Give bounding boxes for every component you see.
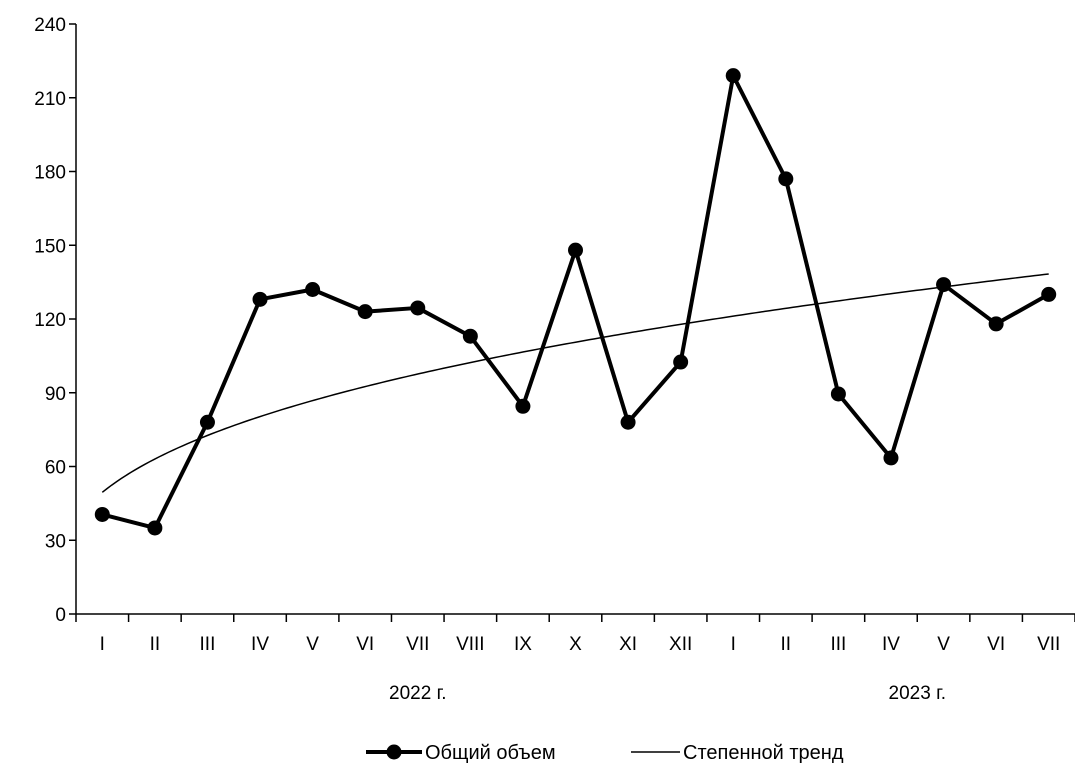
y-tick-label: 150 bbox=[34, 236, 66, 257]
data-point bbox=[936, 277, 952, 293]
x-tick-label: III bbox=[830, 634, 846, 655]
x-tick-label: II bbox=[781, 634, 792, 655]
y-tick-label: 120 bbox=[34, 310, 66, 331]
data-point bbox=[410, 300, 426, 316]
x-tick-label: XI bbox=[619, 634, 637, 655]
year-labels: 2022 г. 2023 г. bbox=[389, 683, 946, 704]
data-point bbox=[568, 242, 583, 258]
x-tick-label: VI bbox=[356, 634, 374, 655]
data-point bbox=[94, 506, 110, 522]
x-tick-label: VIII bbox=[456, 634, 485, 655]
x-axis-ticks: I II III IV V VI VII VIII IX X XI XII I II III IV V VI VII bbox=[75, 614, 1075, 655]
legend-marker-main bbox=[386, 744, 402, 760]
data-point bbox=[199, 414, 215, 430]
y-tick-label: 90 bbox=[45, 384, 66, 405]
data-point bbox=[883, 450, 899, 466]
x-tick-label: V bbox=[306, 634, 319, 655]
data-point bbox=[462, 328, 478, 344]
data-point bbox=[830, 386, 846, 402]
data-point bbox=[1041, 286, 1057, 302]
y-tick-label: 240 bbox=[34, 15, 66, 36]
x-tick-label: III bbox=[200, 634, 216, 655]
data-point bbox=[147, 520, 163, 536]
axes bbox=[75, 24, 1075, 615]
x-tick-label: V bbox=[937, 634, 950, 655]
trend-line bbox=[101, 273, 1049, 493]
x-tick-label: IV bbox=[251, 634, 269, 655]
data-point bbox=[778, 171, 794, 187]
x-tick-label: I bbox=[731, 634, 736, 655]
trend-series bbox=[101, 273, 1049, 493]
data-point bbox=[988, 316, 1004, 332]
y-tick-label: 0 bbox=[55, 605, 66, 626]
data-point bbox=[620, 414, 636, 430]
data-point bbox=[725, 68, 741, 84]
y-tick-label: 210 bbox=[34, 89, 66, 110]
series-line bbox=[101, 73, 1050, 530]
x-tick-label: IV bbox=[882, 634, 900, 655]
x-tick-label: IX bbox=[514, 634, 532, 655]
y-axis-ticks: 0 30 60 90 120 150 180 210 240 bbox=[34, 15, 76, 626]
year-label: 2023 г. bbox=[889, 683, 946, 704]
x-tick-label: VI bbox=[987, 634, 1005, 655]
data-point bbox=[305, 282, 321, 297]
x-tick-label: I bbox=[100, 634, 105, 655]
y-tick-label: 30 bbox=[45, 531, 66, 552]
data-point bbox=[515, 398, 531, 414]
main-series bbox=[94, 68, 1057, 536]
legend-label-main: Общий объем bbox=[425, 742, 556, 764]
x-tick-label: II bbox=[150, 634, 161, 655]
x-tick-label: XII bbox=[669, 634, 692, 655]
y-tick-label: 60 bbox=[45, 458, 66, 479]
x-tick-label: VII bbox=[406, 634, 429, 655]
legend: Общий объем Степенной тренд bbox=[366, 742, 844, 764]
x-tick-label: X bbox=[569, 634, 582, 655]
data-point bbox=[357, 304, 373, 320]
y-tick-label: 180 bbox=[34, 163, 66, 184]
x-tick-label: VII bbox=[1037, 634, 1060, 655]
data-point bbox=[252, 291, 268, 307]
data-point bbox=[673, 354, 689, 370]
legend-label-trend: Степенной тренд bbox=[683, 742, 844, 764]
year-label: 2022 г. bbox=[389, 683, 446, 704]
